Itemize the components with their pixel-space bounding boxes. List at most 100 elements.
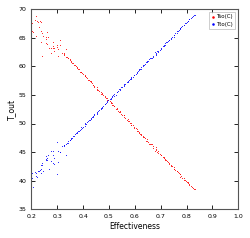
Tso(C) xyxy=(186,180,190,184)
Tto(C) xyxy=(185,20,189,24)
Tso(C) xyxy=(184,179,188,183)
Tso(C) xyxy=(105,98,109,102)
Tto(C) xyxy=(83,122,87,126)
Tto(C) xyxy=(177,28,181,32)
Tto(C) xyxy=(137,68,141,71)
Tso(C) xyxy=(75,65,79,69)
Tso(C) xyxy=(168,164,172,168)
Tso(C) xyxy=(92,84,96,88)
Tto(C) xyxy=(129,76,133,80)
Tto(C) xyxy=(49,159,53,163)
Tto(C) xyxy=(65,141,69,144)
Tso(C) xyxy=(126,119,130,123)
Tso(C) xyxy=(76,67,80,71)
Tto(C) xyxy=(87,118,91,122)
Tto(C) xyxy=(81,125,85,129)
Tto(C) xyxy=(186,19,190,23)
Tso(C) xyxy=(40,54,44,57)
Tto(C) xyxy=(149,56,153,60)
Tto(C) xyxy=(71,134,75,138)
Tso(C) xyxy=(101,93,105,97)
Tto(C) xyxy=(156,49,160,53)
Tto(C) xyxy=(64,153,68,157)
Tso(C) xyxy=(145,139,149,143)
Tto(C) xyxy=(56,160,60,164)
Tso(C) xyxy=(44,37,48,41)
Tso(C) xyxy=(152,144,156,148)
Tto(C) xyxy=(150,56,154,60)
Tso(C) xyxy=(34,34,38,38)
Tso(C) xyxy=(164,158,168,162)
Tto(C) xyxy=(55,140,59,144)
Tto(C) xyxy=(88,117,92,121)
Tso(C) xyxy=(156,151,160,155)
Tto(C) xyxy=(103,102,107,106)
Tso(C) xyxy=(103,94,107,98)
Tto(C) xyxy=(122,82,126,86)
Tto(C) xyxy=(100,105,104,109)
Tso(C) xyxy=(134,127,138,131)
Tto(C) xyxy=(62,144,66,148)
Tto(C) xyxy=(132,73,136,77)
Tso(C) xyxy=(100,92,104,96)
Tso(C) xyxy=(110,103,114,107)
Tto(C) xyxy=(66,141,70,144)
Tso(C) xyxy=(34,14,38,18)
Tso(C) xyxy=(81,72,85,76)
Tso(C) xyxy=(73,63,77,67)
Tso(C) xyxy=(141,134,145,138)
Tso(C) xyxy=(162,155,166,159)
Tto(C) xyxy=(90,115,94,119)
Tso(C) xyxy=(161,155,165,159)
Tso(C) xyxy=(96,88,100,91)
Tso(C) xyxy=(190,185,194,188)
Tto(C) xyxy=(109,97,113,100)
Tso(C) xyxy=(185,180,189,183)
Tto(C) xyxy=(179,25,183,29)
Tso(C) xyxy=(103,95,107,99)
Tso(C) xyxy=(138,132,141,136)
Tto(C) xyxy=(122,83,126,87)
Tso(C) xyxy=(175,169,179,173)
Tso(C) xyxy=(116,109,120,112)
Tso(C) xyxy=(82,73,86,77)
Tto(C) xyxy=(191,15,195,18)
Tto(C) xyxy=(97,108,101,112)
Tto(C) xyxy=(115,90,119,94)
Tto(C) xyxy=(62,143,66,147)
Tto(C) xyxy=(91,114,95,118)
Tso(C) xyxy=(154,148,158,151)
Tso(C) xyxy=(94,88,98,92)
Tso(C) xyxy=(178,175,182,179)
Tto(C) xyxy=(178,26,182,30)
Tto(C) xyxy=(110,94,114,98)
Tto(C) xyxy=(68,138,72,142)
Tto(C) xyxy=(162,44,166,48)
Tso(C) xyxy=(131,123,135,127)
Tso(C) xyxy=(69,60,73,64)
Tto(C) xyxy=(169,36,173,40)
Tto(C) xyxy=(158,48,162,52)
Tso(C) xyxy=(180,176,184,180)
Tso(C) xyxy=(44,41,48,45)
Tto(C) xyxy=(142,63,146,67)
Tso(C) xyxy=(173,168,177,172)
Tto(C) xyxy=(118,87,122,90)
Tto(C) xyxy=(187,17,191,21)
Tto(C) xyxy=(130,75,134,79)
Tso(C) xyxy=(47,46,51,50)
Tso(C) xyxy=(62,53,66,57)
Tto(C) xyxy=(166,39,170,43)
Tto(C) xyxy=(56,149,60,153)
Tto(C) xyxy=(161,45,165,48)
Tso(C) xyxy=(56,47,60,51)
Tto(C) xyxy=(50,149,54,153)
Tto(C) xyxy=(127,78,131,82)
Tso(C) xyxy=(37,25,41,29)
Tto(C) xyxy=(79,127,83,131)
Tso(C) xyxy=(125,119,129,122)
Tso(C) xyxy=(98,90,102,94)
Tso(C) xyxy=(122,114,126,117)
Tso(C) xyxy=(123,116,127,119)
Tso(C) xyxy=(187,183,191,187)
